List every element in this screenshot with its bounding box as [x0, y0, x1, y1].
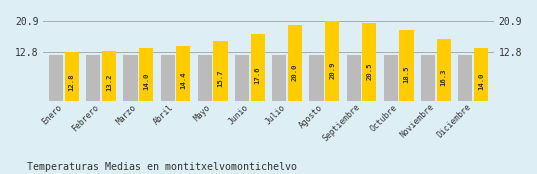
Text: 14.4: 14.4	[180, 71, 186, 89]
Text: Temperaturas Medias en montitxelvomontichelvo: Temperaturas Medias en montitxelvomontic…	[27, 162, 297, 172]
Bar	[86, 55, 100, 101]
Bar	[400, 30, 413, 101]
Text: 12.8: 12.8	[69, 74, 75, 91]
Bar	[272, 55, 286, 101]
Text: 13.2: 13.2	[106, 73, 112, 91]
Bar	[251, 34, 265, 101]
Bar	[161, 55, 175, 101]
Bar	[49, 55, 63, 101]
Text: 20.5: 20.5	[366, 62, 372, 80]
Bar	[421, 55, 435, 101]
Bar	[362, 23, 376, 101]
Bar	[198, 55, 212, 101]
Text: 14.0: 14.0	[478, 72, 484, 89]
Bar	[235, 55, 249, 101]
Bar	[64, 52, 79, 101]
Bar	[102, 51, 116, 101]
Bar	[325, 21, 339, 101]
Bar	[213, 41, 228, 101]
Bar	[176, 46, 190, 101]
Text: 18.5: 18.5	[404, 65, 410, 83]
Bar	[347, 55, 361, 101]
Bar	[384, 55, 398, 101]
Bar	[309, 55, 324, 101]
Text: 17.6: 17.6	[255, 67, 260, 84]
Bar	[139, 48, 153, 101]
Text: 14.0: 14.0	[143, 72, 149, 89]
Bar	[458, 55, 473, 101]
Text: 16.3: 16.3	[441, 69, 447, 86]
Bar	[124, 55, 137, 101]
Bar	[437, 39, 451, 101]
Text: 15.7: 15.7	[217, 70, 223, 87]
Text: 20.0: 20.0	[292, 63, 298, 81]
Bar	[288, 25, 302, 101]
Bar	[474, 48, 488, 101]
Text: 20.9: 20.9	[329, 62, 335, 80]
